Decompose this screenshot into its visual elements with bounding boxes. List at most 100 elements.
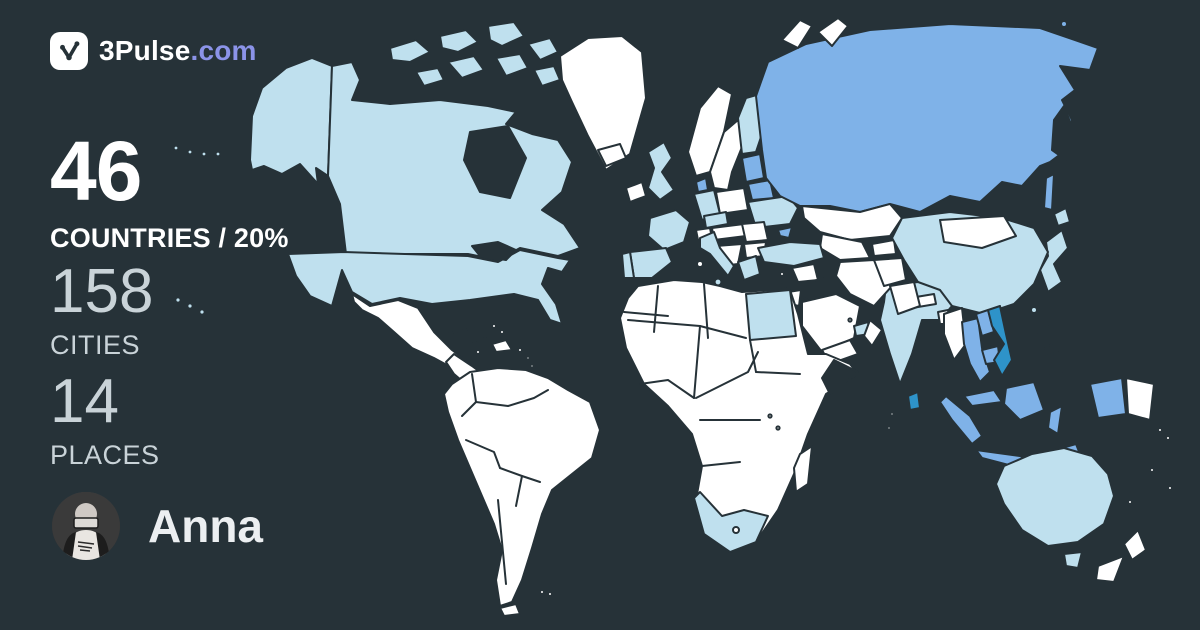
- countries-label: COUNTRIES / 20%: [50, 223, 289, 254]
- caribbean-island: [491, 323, 497, 329]
- user-block: Anna: [52, 492, 263, 560]
- nz-north-island: [1123, 529, 1147, 561]
- check-pulse-icon: [50, 32, 88, 70]
- region-europe: [621, 85, 799, 287]
- border-line: [475, 389, 549, 407]
- region-southeast-asia-oceania: [939, 305, 1173, 583]
- country-romania: [741, 221, 769, 243]
- cities-value: 158: [50, 257, 154, 326]
- west-papua: [1089, 377, 1127, 419]
- country-uk: [647, 141, 675, 201]
- country-sweden: [709, 119, 745, 191]
- border-line: [623, 311, 669, 317]
- nz-south-island: [1095, 555, 1125, 583]
- cities-label: CITIES: [50, 329, 141, 360]
- border-line: [461, 401, 477, 417]
- country-poland: [715, 187, 749, 215]
- country-malaysia: [963, 389, 1003, 407]
- countries-value: 46: [50, 124, 142, 218]
- country-turkey: [757, 241, 825, 267]
- country-kazakhstan: [801, 203, 903, 241]
- wrangel-island: [1060, 20, 1068, 28]
- country-oman: [863, 319, 883, 347]
- arctic-island: [447, 55, 485, 79]
- tierra-del-fuego: [499, 603, 521, 617]
- falkland-island: [547, 591, 553, 597]
- falkland-island: [539, 589, 545, 595]
- crimea: [777, 226, 793, 239]
- border-line: [639, 379, 695, 399]
- country-norway: [687, 85, 733, 177]
- border-line: [755, 371, 801, 375]
- country-greece: [737, 255, 761, 281]
- arctic-island: [439, 29, 479, 53]
- country-ireland: [625, 181, 647, 203]
- country-philippines: [1045, 351, 1063, 375]
- country-mongolia: [939, 215, 1017, 249]
- svalbard: [781, 19, 813, 49]
- country-hispaniola: [491, 339, 513, 353]
- caribbean-island: [529, 363, 535, 369]
- novaya-zemlya: [817, 17, 849, 47]
- caribbean-island: [475, 349, 481, 355]
- country-france: [647, 209, 691, 251]
- solomon-island: [1157, 427, 1163, 433]
- hawaii-island: [174, 296, 182, 304]
- sea-of-okhotsk: [1051, 105, 1075, 161]
- brand-logo[interactable]: 3Pulse.com: [50, 32, 257, 70]
- hawaii-island: [198, 308, 206, 316]
- cyprus: [779, 271, 785, 277]
- country-japan: [1039, 229, 1069, 293]
- country-afghanistan: [873, 257, 907, 287]
- country-egypt: [745, 289, 797, 341]
- aleutian-island: [214, 150, 222, 158]
- country-spain: [629, 247, 673, 279]
- brand-name: 3Pulse.com: [99, 35, 257, 67]
- vanuatu: [1149, 467, 1155, 473]
- south-america: [443, 367, 601, 607]
- border-line: [515, 475, 523, 507]
- hawaii-island: [186, 302, 194, 310]
- indian-ocean-island: [767, 413, 773, 419]
- country-pakistan: [889, 281, 921, 315]
- country-usa: [287, 249, 571, 325]
- brand-name-main: 3Pulse: [99, 35, 191, 66]
- places-label: PLACES: [50, 439, 160, 470]
- hokkaido: [1053, 207, 1071, 227]
- country-sri-lanka: [907, 391, 921, 411]
- border-line: [749, 339, 757, 373]
- tasmania: [1063, 551, 1083, 569]
- border-line: [701, 461, 741, 467]
- arctic-island: [495, 53, 529, 77]
- bw-portrait-photo: [52, 492, 120, 560]
- maldives: [886, 425, 892, 431]
- solomon-island: [1165, 435, 1171, 441]
- kyrgyzstan-tajikistan: [871, 239, 897, 257]
- country-greenland: [559, 35, 647, 171]
- hudson-bay: [463, 125, 527, 199]
- great-lakes: [471, 241, 517, 261]
- country-somalia: [821, 359, 859, 395]
- sulawesi: [1047, 405, 1063, 435]
- brand-name-suffix: .com: [190, 35, 257, 66]
- stat-countries: 46 COUNTRIES / 20%: [50, 124, 289, 254]
- arctic-island: [415, 67, 445, 87]
- country-denmark: [695, 177, 709, 193]
- borneo: [1003, 381, 1045, 421]
- country-australia: [995, 447, 1115, 547]
- country-syria: [791, 263, 819, 283]
- sakhalin: [1043, 173, 1055, 211]
- indian-ocean-island: [775, 425, 781, 431]
- caribbean-island: [499, 329, 505, 335]
- user-name: Anna: [148, 500, 263, 552]
- baltic-states: [741, 153, 765, 183]
- region-south-america: [443, 367, 601, 617]
- country-papua-new-guinea: [1125, 377, 1155, 421]
- qatar: [847, 317, 853, 323]
- taiwan: [1030, 306, 1038, 314]
- border-line: [471, 373, 477, 403]
- border-line: [497, 499, 507, 585]
- country-myanmar: [943, 307, 967, 361]
